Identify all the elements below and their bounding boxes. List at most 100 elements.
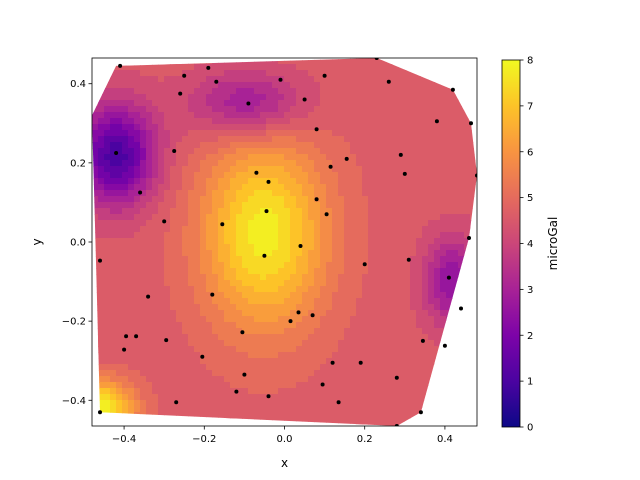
contour-cell — [362, 136, 369, 143]
contour-cell — [452, 94, 459, 101]
contour-cell — [314, 334, 321, 341]
contour-cell — [260, 352, 267, 359]
contour-cell — [290, 358, 297, 365]
contour-cell — [116, 70, 123, 77]
contour-cell — [206, 172, 213, 179]
contour-cell — [452, 274, 459, 281]
contour-cell — [320, 268, 327, 275]
contour-cell — [320, 178, 327, 185]
contour-cell — [380, 310, 387, 317]
contour-cell — [464, 214, 471, 221]
contour-cell — [410, 106, 417, 113]
contour-cell — [458, 208, 465, 215]
contour-cell — [218, 412, 225, 419]
contour-cell — [326, 70, 333, 77]
contour-cell — [176, 118, 183, 125]
contour-cell — [338, 364, 345, 371]
contour-cell — [254, 268, 261, 275]
contour-cell — [404, 232, 411, 239]
contour-cell — [326, 382, 333, 389]
contour-cell — [410, 208, 417, 215]
contour-cell — [392, 160, 399, 167]
contour-cell — [278, 388, 285, 395]
contour-cell — [332, 94, 339, 101]
contour-cell — [386, 94, 393, 101]
contour-cell — [338, 166, 345, 173]
contour-cell — [212, 334, 219, 341]
contour-cell — [200, 256, 207, 263]
contour-cell — [188, 388, 195, 395]
contour-cell — [278, 400, 285, 407]
contour-cell — [434, 190, 441, 197]
contour-cell — [254, 118, 261, 125]
contour-cell — [332, 370, 339, 377]
contour-cell — [416, 166, 423, 173]
contour-cell — [278, 334, 285, 341]
contour-cell — [170, 340, 177, 347]
contour-cell — [182, 100, 189, 107]
contour-cell — [368, 118, 375, 125]
contour-cell — [134, 382, 141, 389]
contour-cell — [362, 100, 369, 107]
contour-cell — [320, 82, 327, 89]
contour-cell — [110, 196, 117, 203]
contour-cell — [278, 250, 285, 257]
contour-cell — [164, 262, 171, 269]
contour-cell — [458, 190, 465, 197]
contour-cell — [122, 190, 129, 197]
contour-cell — [374, 406, 381, 413]
contour-cell — [224, 196, 231, 203]
contour-cell — [332, 142, 339, 149]
contour-cell — [122, 166, 129, 173]
contour-cell — [122, 388, 129, 395]
contour-cell — [284, 268, 291, 275]
contour-cell — [314, 352, 321, 359]
contour-cell — [164, 178, 171, 185]
contour-cell — [200, 202, 207, 209]
contour-cell — [284, 370, 291, 377]
contour-cell — [110, 346, 117, 353]
contour-cell — [104, 148, 111, 155]
contour-cell — [128, 130, 135, 137]
contour-cell — [104, 166, 111, 173]
sample-point — [234, 389, 239, 394]
contour-cell — [200, 346, 207, 353]
contour-cell — [128, 388, 135, 395]
contour-cell — [422, 166, 429, 173]
contour-cell — [230, 334, 237, 341]
contour-cell — [392, 64, 399, 71]
contour-cell — [176, 64, 183, 71]
contour-cell — [380, 406, 387, 413]
contour-cell — [110, 82, 117, 89]
contour-cell — [152, 226, 159, 233]
contour-cell — [326, 244, 333, 251]
contour-cell — [194, 256, 201, 263]
contour-cell — [110, 106, 117, 113]
contour-cell — [146, 346, 153, 353]
contour-cell — [146, 166, 153, 173]
contour-cell — [404, 226, 411, 233]
contour-cell — [206, 400, 213, 407]
contour-cell — [128, 292, 135, 299]
contour-cell — [332, 286, 339, 293]
contour-cell — [266, 172, 273, 179]
contour-cell — [170, 400, 177, 407]
contour-cell — [428, 136, 435, 143]
contour-cell — [308, 196, 315, 203]
contour-cell — [116, 274, 123, 281]
contour-cell — [212, 106, 219, 113]
contour-cell — [398, 220, 405, 227]
contour-cell — [332, 226, 339, 233]
contour-cell — [236, 340, 243, 347]
contour-cell — [440, 274, 447, 281]
contour-cell — [230, 406, 237, 413]
contour-cell — [368, 64, 375, 71]
contour-cell — [344, 226, 351, 233]
contour-cell — [98, 292, 105, 299]
contour-cell — [404, 82, 411, 89]
contour-cell — [278, 412, 285, 419]
contour-cell — [344, 100, 351, 107]
contour-cell — [464, 178, 471, 185]
contour-cell — [128, 316, 135, 323]
contour-cell — [278, 220, 285, 227]
